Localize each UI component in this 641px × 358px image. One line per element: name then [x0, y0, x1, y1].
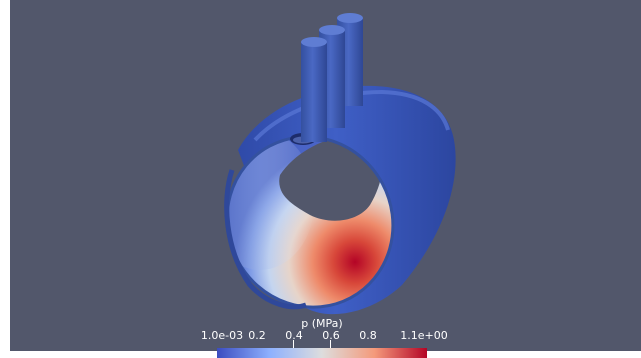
- rod-1: [301, 37, 327, 142]
- shell-back-opening: [279, 136, 383, 221]
- pressure-field-render[interactable]: [10, 0, 641, 351]
- shell-top-highlight: [253, 89, 450, 142]
- render-viewport[interactable]: [10, 0, 641, 351]
- bottom-strip: [0, 351, 641, 358]
- shell-left-edge: [224, 169, 307, 310]
